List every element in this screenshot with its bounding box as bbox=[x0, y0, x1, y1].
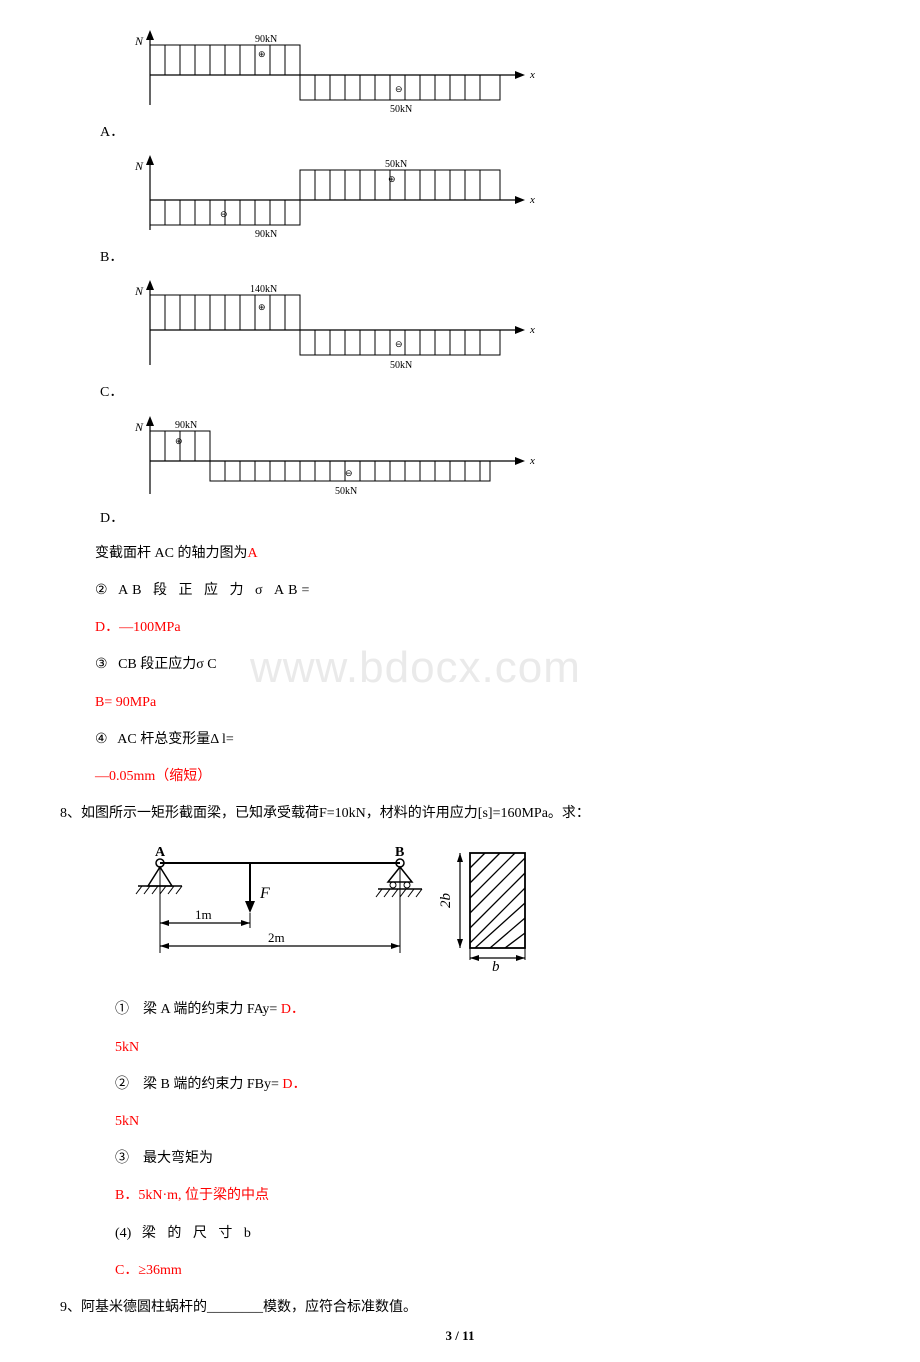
svg-text:50kN: 50kN bbox=[385, 159, 407, 170]
q8-2-line: ② 梁 B 端的约束力 FBy= D． bbox=[115, 1072, 860, 1097]
page-number: 3 / 11 bbox=[446, 1324, 475, 1347]
svg-text:⊕: ⊕ bbox=[388, 174, 396, 184]
q8-2-label: ② bbox=[115, 1077, 129, 1092]
svg-text:140kN: 140kN bbox=[250, 284, 277, 295]
svg-text:90kN: 90kN bbox=[175, 420, 197, 431]
axial-diagram-a: N 90kN x ⊕ ⊖ 50kN A． bbox=[120, 30, 860, 145]
q8-2-ans: 5kN bbox=[115, 1109, 860, 1134]
q7-2-text: AB 段 正 应 力 σ AB= bbox=[118, 583, 313, 598]
option-a-label: A． bbox=[100, 125, 124, 140]
svg-text:⊕: ⊕ bbox=[175, 436, 183, 446]
q8-1-text: 梁 A 端的约束力 FAy= bbox=[143, 1002, 281, 1017]
svg-text:2b: 2b bbox=[438, 893, 454, 909]
q7-1-ans: A bbox=[247, 546, 257, 561]
q8-3-text: 最大弯矩为 bbox=[143, 1151, 213, 1166]
svg-text:⊖: ⊖ bbox=[395, 339, 403, 349]
svg-text:b: b bbox=[492, 959, 500, 973]
q7-4-label: ④ bbox=[95, 732, 108, 747]
svg-text:F: F bbox=[259, 885, 270, 902]
axial-diagram-b: N x 50kN ⊕ ⊖ 90kN B． bbox=[120, 155, 860, 270]
q7-1-text: 变截面杆 AC 的轴力图为 bbox=[95, 546, 247, 561]
q8-stem: 8、如图所示一矩形截面梁，已知承受载荷F=10kN，材料的许用应力[s]=160… bbox=[60, 801, 860, 826]
svg-text:50kN: 50kN bbox=[335, 486, 357, 497]
q7-2-label: ② bbox=[95, 583, 108, 598]
q7-4-text: AC 杆总变形量Δ l= bbox=[117, 732, 233, 747]
svg-text:⊖: ⊖ bbox=[395, 84, 403, 94]
svg-text:x: x bbox=[529, 69, 535, 81]
q8-3-line: ③ 最大弯矩为 bbox=[115, 1146, 860, 1171]
svg-text:2m: 2m bbox=[268, 930, 285, 945]
svg-text:N: N bbox=[134, 420, 144, 434]
svg-text:x: x bbox=[529, 455, 535, 467]
svg-text:⊖: ⊖ bbox=[220, 209, 228, 219]
svg-text:N: N bbox=[134, 34, 144, 48]
q8-3-ans: B．5kN·m, 位于梁的中点 bbox=[115, 1183, 860, 1208]
q8-4-text: 梁 的 尺 寸 b bbox=[142, 1226, 255, 1241]
q9-stem: 9、阿基米德圆柱蜗杆的________模数，应符合标准数值。 bbox=[60, 1295, 860, 1320]
option-c-label: C． bbox=[100, 385, 123, 400]
q8-4-label: (4) bbox=[115, 1226, 131, 1241]
q9-pre: 9、阿基米德圆柱蜗杆的 bbox=[60, 1300, 207, 1315]
option-b-label: B． bbox=[100, 250, 123, 265]
q7-1-line: 变截面杆 AC 的轴力图为A bbox=[95, 541, 860, 566]
axial-diagram-d: N x 90kN ⊕ ⊖ 50kN D． bbox=[120, 416, 860, 531]
q8-1-line: ① 梁 A 端的约束力 FAy= D． bbox=[115, 997, 860, 1022]
svg-text:B: B bbox=[395, 845, 404, 860]
svg-text:50kN: 50kN bbox=[390, 360, 412, 371]
svg-text:A: A bbox=[155, 845, 166, 860]
q7-3-ans: B= 90MPa bbox=[95, 690, 860, 715]
svg-text:50kN: 50kN bbox=[390, 104, 412, 115]
q8-4-line: (4) 梁 的 尺 寸 b bbox=[115, 1221, 860, 1246]
q8-1-ans-letter: D． bbox=[281, 1002, 305, 1017]
q7-4-ans: —0.05mm（缩短） bbox=[95, 764, 860, 789]
q8-1-ans: 5kN bbox=[115, 1035, 860, 1060]
svg-text:x: x bbox=[529, 194, 535, 206]
q7-4-line: ④ AC 杆总变形量Δ l= bbox=[95, 727, 860, 752]
svg-text:N: N bbox=[134, 159, 144, 173]
svg-text:⊖: ⊖ bbox=[345, 468, 353, 478]
svg-text:⊕: ⊕ bbox=[258, 49, 266, 59]
q8-2-ans-letter: D． bbox=[282, 1077, 306, 1092]
axial-diagram-c: N x 140kN ⊕ ⊖ 50kN C． bbox=[120, 280, 860, 405]
beam-diagram: A B F 1m bbox=[120, 838, 860, 982]
svg-text:90kN: 90kN bbox=[255, 34, 277, 45]
q7-3-label: ③ bbox=[95, 657, 108, 672]
option-d-label: D． bbox=[100, 511, 124, 526]
q8-4-ans: C．≥36mm bbox=[115, 1258, 860, 1283]
q7-2-line: ② AB 段 正 应 力 σ AB= bbox=[95, 578, 860, 603]
svg-text:x: x bbox=[529, 324, 535, 336]
q7-3-line: ③ CB 段正应力σ C bbox=[95, 652, 860, 677]
q7-3-text: CB 段正应力σ C bbox=[118, 657, 217, 672]
q8-1-label: ① bbox=[115, 1002, 129, 1017]
svg-text:1m: 1m bbox=[195, 907, 212, 922]
q7-2-ans: D．—100MPa bbox=[95, 615, 860, 640]
svg-text:N: N bbox=[134, 284, 144, 298]
q9-blank: ________ bbox=[207, 1300, 263, 1315]
q8-3-label: ③ bbox=[115, 1151, 129, 1166]
q8-2-text: 梁 B 端的约束力 FBy= bbox=[143, 1077, 282, 1092]
q9-post: 模数，应符合标准数值。 bbox=[263, 1300, 417, 1315]
svg-text:90kN: 90kN bbox=[255, 229, 277, 240]
svg-text:⊕: ⊕ bbox=[258, 302, 266, 312]
